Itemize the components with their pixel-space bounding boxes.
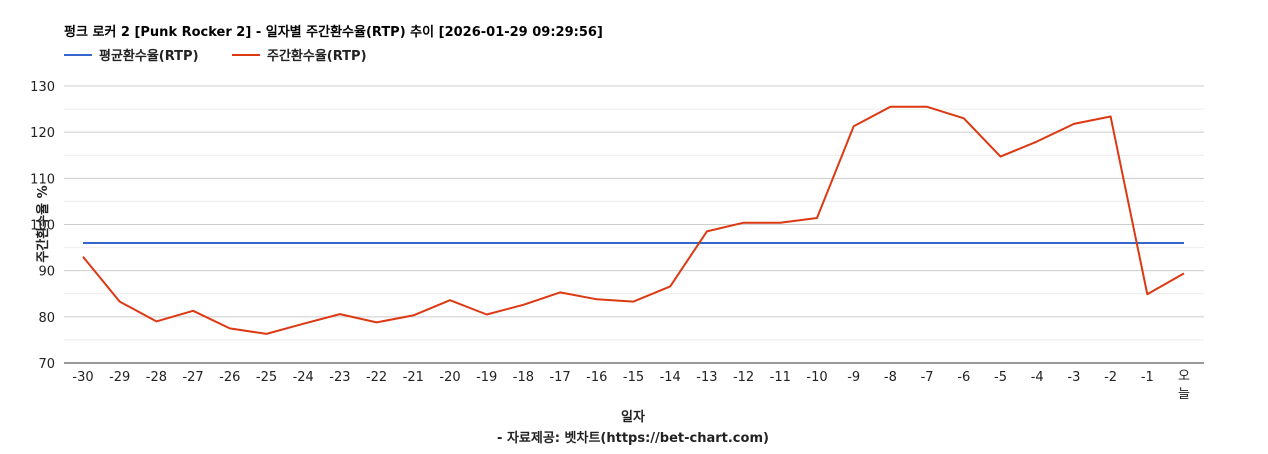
x-tick-label: -23 — [329, 370, 350, 385]
y-tick-label: 70 — [38, 357, 55, 372]
y-tick-label: 110 — [30, 172, 55, 187]
x-tick-label: -9 — [847, 370, 860, 385]
y-tick-label: 100 — [30, 219, 55, 234]
x-axis: -30 -29 -28 -27 -26 -25 -24 -23 -22 -21 -20 -19 -18-… — [72, 369, 1190, 402]
x-tick-label: -3 — [1067, 370, 1080, 385]
x-tick-label: -4 — [1031, 370, 1044, 385]
series-line-weekly-rtp[interactable] — [82, 105, 1185, 335]
x-tick-label: -17 — [549, 370, 570, 385]
x-tick-label: -22 — [366, 370, 387, 385]
x-tick-label: -26 — [219, 370, 240, 385]
x-axis-title: 일자 — [621, 410, 645, 425]
x-tick-label: -29 — [109, 370, 130, 385]
x-tick-label: -19 — [476, 370, 497, 385]
chart-title: 펑크 로커 2 [Punk Rocker 2] - 일자별 주간환수율(RTP)… — [64, 24, 603, 40]
legend-item-weekly-rtp[interactable]: 주간환수율(RTP) — [232, 48, 367, 64]
x-tick-label: -6 — [957, 370, 970, 385]
x-tick-label: -2 — [1104, 370, 1117, 385]
x-tick-label: -8 — [884, 370, 897, 385]
x-tick-label: -21 — [403, 370, 424, 385]
y-axis-title: 주간환수율 % — [35, 185, 51, 262]
x-tick-label: -12 — [733, 370, 754, 385]
x-tick-label: -25 — [256, 370, 277, 385]
series-lines — [82, 105, 1185, 335]
legend-label-average-rtp: 평균환수율(RTP) — [99, 48, 199, 64]
y-tick-label: 90 — [38, 265, 55, 280]
x-tick-label: -7 — [921, 370, 934, 385]
y-tick-label: 130 — [30, 80, 55, 95]
x-tick-label: -20 — [439, 370, 460, 385]
x-tick-label: -30 — [72, 370, 93, 385]
x-tick-label: -28 — [146, 370, 167, 385]
y-tick-label: 80 — [38, 311, 55, 326]
x-tick-label: -13 — [696, 370, 717, 385]
source-credit: - 자료제공: 벳차트(https://bet-chart.com) — [497, 430, 769, 446]
x-tick-label: -10 — [806, 370, 827, 385]
legend-item-average-rtp[interactable]: 평균환수율(RTP) — [64, 48, 199, 64]
x-tick-label: -14 — [660, 370, 681, 385]
legend-label-weekly-rtp: 주간환수율(RTP) — [267, 48, 367, 64]
x-tick-label: -11 — [770, 370, 791, 385]
x-tick-label: -24 — [293, 370, 314, 385]
grid — [64, 85, 1204, 364]
x-tick-label: -18 — [513, 370, 534, 385]
x-tick-label: -5 — [994, 370, 1007, 385]
legend: 평균환수율(RTP) 주간환수율(RTP) — [64, 48, 367, 64]
y-axis: 70 80 90 100 110 120 130 — [30, 80, 55, 372]
y-tick-label: 120 — [30, 126, 55, 141]
x-tick-label: -27 — [182, 370, 203, 385]
x-tick-label: -15 — [623, 370, 644, 385]
x-tick-label: -16 — [586, 370, 607, 385]
x-tick-label: -1 — [1141, 370, 1154, 385]
